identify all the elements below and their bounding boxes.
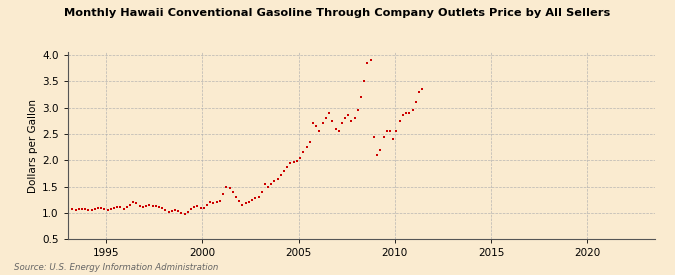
Text: Monthly Hawaii Conventional Gasoline Through Company Outlets Price by All Seller: Monthly Hawaii Conventional Gasoline Thr… (64, 8, 611, 18)
Y-axis label: Dollars per Gallon: Dollars per Gallon (28, 99, 38, 193)
Text: Source: U.S. Energy Information Administration: Source: U.S. Energy Information Administ… (14, 263, 218, 272)
